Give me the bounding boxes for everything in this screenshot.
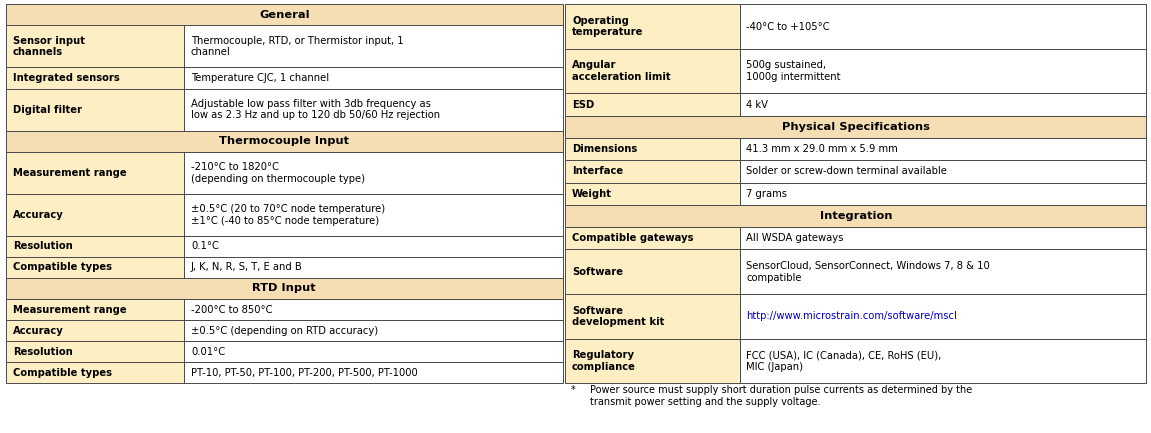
Bar bbox=[565, 138, 739, 160]
Text: -40°C to +105°C: -40°C to +105°C bbox=[746, 22, 830, 32]
Bar bbox=[184, 257, 563, 278]
Text: Solder or screw-down terminal available: Solder or screw-down terminal available bbox=[746, 166, 947, 177]
Text: SensorCloud, SensorConnect, Windows 7, 8 & 10
compatible: SensorCloud, SensorConnect, Windows 7, 8… bbox=[746, 261, 990, 283]
Text: Regulatory
compliance: Regulatory compliance bbox=[572, 350, 635, 372]
Bar bbox=[184, 299, 563, 320]
Bar bbox=[6, 194, 184, 236]
Bar bbox=[6, 26, 184, 68]
Bar bbox=[565, 249, 739, 294]
Bar bbox=[739, 183, 1146, 205]
Text: 4 kV: 4 kV bbox=[746, 100, 769, 110]
Text: PT-10, PT-50, PT-100, PT-200, PT-500, PT-1000: PT-10, PT-50, PT-100, PT-200, PT-500, PT… bbox=[191, 368, 418, 378]
Text: http://www.microstrain.com/software/mscl: http://www.microstrain.com/software/mscl bbox=[746, 311, 958, 321]
Text: Compatible gateways: Compatible gateways bbox=[572, 233, 694, 243]
Text: 500g sustained,
1000g intermittent: 500g sustained, 1000g intermittent bbox=[746, 60, 841, 82]
Bar bbox=[565, 4, 739, 49]
Bar bbox=[184, 26, 563, 68]
Text: Software: Software bbox=[572, 267, 623, 277]
Text: Thermocouple, RTD, or Thermistor input, 1
channel: Thermocouple, RTD, or Thermistor input, … bbox=[191, 36, 404, 57]
Bar bbox=[184, 362, 563, 383]
Bar bbox=[184, 320, 563, 341]
Text: Measurement range: Measurement range bbox=[13, 304, 127, 314]
Text: ±0.5°C (depending on RTD accuracy): ±0.5°C (depending on RTD accuracy) bbox=[191, 326, 378, 336]
Bar bbox=[6, 341, 184, 362]
Bar bbox=[184, 194, 563, 236]
Bar bbox=[739, 4, 1146, 49]
Text: Power source must supply short duration pulse currents as determined by the
tran: Power source must supply short duration … bbox=[590, 385, 973, 407]
Bar bbox=[565, 183, 739, 205]
Text: 0.1°C: 0.1°C bbox=[191, 241, 219, 252]
Bar bbox=[739, 249, 1146, 294]
Bar bbox=[565, 227, 739, 249]
Text: Accuracy: Accuracy bbox=[13, 210, 63, 220]
Bar bbox=[565, 94, 739, 116]
Text: Sensor input
channels: Sensor input channels bbox=[13, 36, 85, 57]
Text: All WSDA gateways: All WSDA gateways bbox=[746, 233, 844, 243]
Text: Adjustable low pass filter with 3db frequency as
low as 2.3 Hz and up to 120 db : Adjustable low pass filter with 3db freq… bbox=[191, 99, 440, 120]
Bar bbox=[565, 294, 739, 339]
Bar bbox=[565, 205, 1146, 227]
Bar bbox=[6, 236, 184, 257]
Bar bbox=[739, 227, 1146, 249]
Bar bbox=[6, 320, 184, 341]
Text: FCC (USA), IC (Canada), CE, RoHS (EU),
MIC (Japan): FCC (USA), IC (Canada), CE, RoHS (EU), M… bbox=[746, 350, 942, 372]
Bar bbox=[739, 339, 1146, 383]
Text: ±0.5°C (20 to 70°C node temperature)
±1°C (-40 to 85°C node temperature): ±0.5°C (20 to 70°C node temperature) ±1°… bbox=[191, 204, 386, 226]
Text: Interface: Interface bbox=[572, 166, 623, 177]
Text: Integrated sensors: Integrated sensors bbox=[13, 73, 120, 83]
Text: J, K, N, R, S, T, E and B: J, K, N, R, S, T, E and B bbox=[191, 262, 303, 272]
Text: -210°C to 1820°C
(depending on thermocouple type): -210°C to 1820°C (depending on thermocou… bbox=[191, 162, 365, 184]
Text: Resolution: Resolution bbox=[13, 347, 73, 357]
Text: Digital filter: Digital filter bbox=[13, 105, 82, 115]
Bar bbox=[184, 88, 563, 131]
Text: Compatible types: Compatible types bbox=[13, 368, 112, 378]
Text: Accuracy: Accuracy bbox=[13, 326, 63, 336]
Bar bbox=[565, 339, 739, 383]
Text: 7 grams: 7 grams bbox=[746, 189, 787, 199]
Text: Compatible types: Compatible types bbox=[13, 262, 112, 272]
Bar bbox=[6, 257, 184, 278]
Text: Resolution: Resolution bbox=[13, 241, 73, 252]
Bar bbox=[739, 49, 1146, 94]
Bar bbox=[6, 4, 563, 26]
Bar bbox=[184, 341, 563, 362]
Text: Temperature CJC, 1 channel: Temperature CJC, 1 channel bbox=[191, 73, 329, 83]
Text: ESD: ESD bbox=[572, 100, 594, 110]
Bar bbox=[6, 131, 563, 152]
Bar bbox=[184, 152, 563, 194]
Bar bbox=[184, 236, 563, 257]
Bar bbox=[184, 68, 563, 88]
Bar bbox=[739, 94, 1146, 116]
Bar bbox=[6, 299, 184, 320]
Text: Operating
temperature: Operating temperature bbox=[572, 16, 643, 37]
Bar bbox=[739, 160, 1146, 183]
Text: 41.3 mm x 29.0 mm x 5.9 mm: 41.3 mm x 29.0 mm x 5.9 mm bbox=[746, 144, 898, 154]
Bar bbox=[6, 278, 563, 299]
Text: *: * bbox=[571, 385, 576, 395]
Bar bbox=[565, 116, 1146, 138]
Text: Physical Specifications: Physical Specifications bbox=[782, 122, 930, 132]
Bar bbox=[6, 68, 184, 88]
Text: -200°C to 850°C: -200°C to 850°C bbox=[191, 304, 273, 314]
Text: Measurement range: Measurement range bbox=[13, 168, 127, 178]
Bar bbox=[739, 294, 1146, 339]
Text: Angular
acceleration limit: Angular acceleration limit bbox=[572, 60, 671, 82]
Text: Software
development kit: Software development kit bbox=[572, 306, 664, 327]
Text: Thermocouple Input: Thermocouple Input bbox=[220, 136, 349, 146]
Bar bbox=[739, 138, 1146, 160]
Text: Dimensions: Dimensions bbox=[572, 144, 638, 154]
Text: 0.01°C: 0.01°C bbox=[191, 347, 226, 357]
Bar bbox=[6, 88, 184, 131]
Bar bbox=[565, 49, 739, 94]
Bar bbox=[565, 160, 739, 183]
Text: General: General bbox=[259, 10, 310, 20]
Text: Weight: Weight bbox=[572, 189, 612, 199]
Text: RTD Input: RTD Input bbox=[252, 284, 317, 294]
Bar bbox=[6, 362, 184, 383]
Bar bbox=[6, 152, 184, 194]
Text: Integration: Integration bbox=[820, 211, 892, 221]
